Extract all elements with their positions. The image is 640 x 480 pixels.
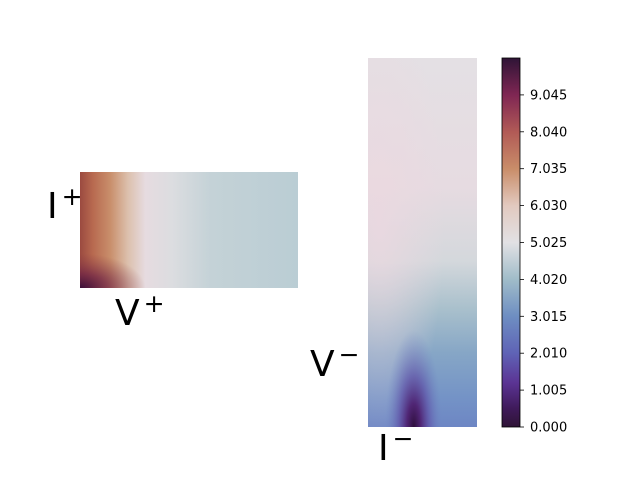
electrode-sign: − <box>339 340 360 369</box>
electrode-label-right-1: I − <box>378 424 414 469</box>
colorbar-gradient <box>501 57 521 428</box>
colorbar: 0.000 1.005 2.010 3.015 4.020 5.025 6.030 7.035… <box>501 57 567 436</box>
electrode-letter: I <box>47 186 58 227</box>
colorbar-tick-label: 3.015 <box>530 310 567 325</box>
colorbar-tick-label: 9.045 <box>530 88 567 103</box>
electrode-label-left-1: V + <box>115 289 165 334</box>
colorbar-tick-label: 5.025 <box>530 236 567 251</box>
right-heatmap <box>368 58 477 427</box>
colorbar-tick-label: 8.040 <box>530 125 567 140</box>
electrode-labels: I +V +V −I − <box>47 182 414 469</box>
electrode-letter: I <box>378 428 389 469</box>
electrode-sign: − <box>393 424 414 453</box>
colorbar-tick-label: 6.030 <box>530 199 567 214</box>
colorbar-tick-label: 0.000 <box>530 421 567 436</box>
right-heatmap-hotspot <box>368 58 477 427</box>
colorbar-tick-label: 4.020 <box>530 273 567 288</box>
electrode-sign: + <box>62 182 83 211</box>
colorbar-tick-label: 7.035 <box>530 162 567 177</box>
electrode-sign: + <box>144 289 165 318</box>
left-heatmap-corner <box>80 172 298 288</box>
left-heatmap <box>80 172 298 288</box>
electrode-letter: V <box>310 344 335 385</box>
colorbar-ticks: 0.000 1.005 2.010 3.015 4.020 5.025 6.030 7.035… <box>520 88 567 436</box>
colorbar-tick-label: 1.005 <box>530 384 567 399</box>
colorbar-tick-label: 2.010 <box>530 347 567 362</box>
electrode-label-right-0: V − <box>310 340 360 385</box>
electrode-letter: V <box>115 293 140 334</box>
electrode-label-left-0: I + <box>47 182 83 227</box>
